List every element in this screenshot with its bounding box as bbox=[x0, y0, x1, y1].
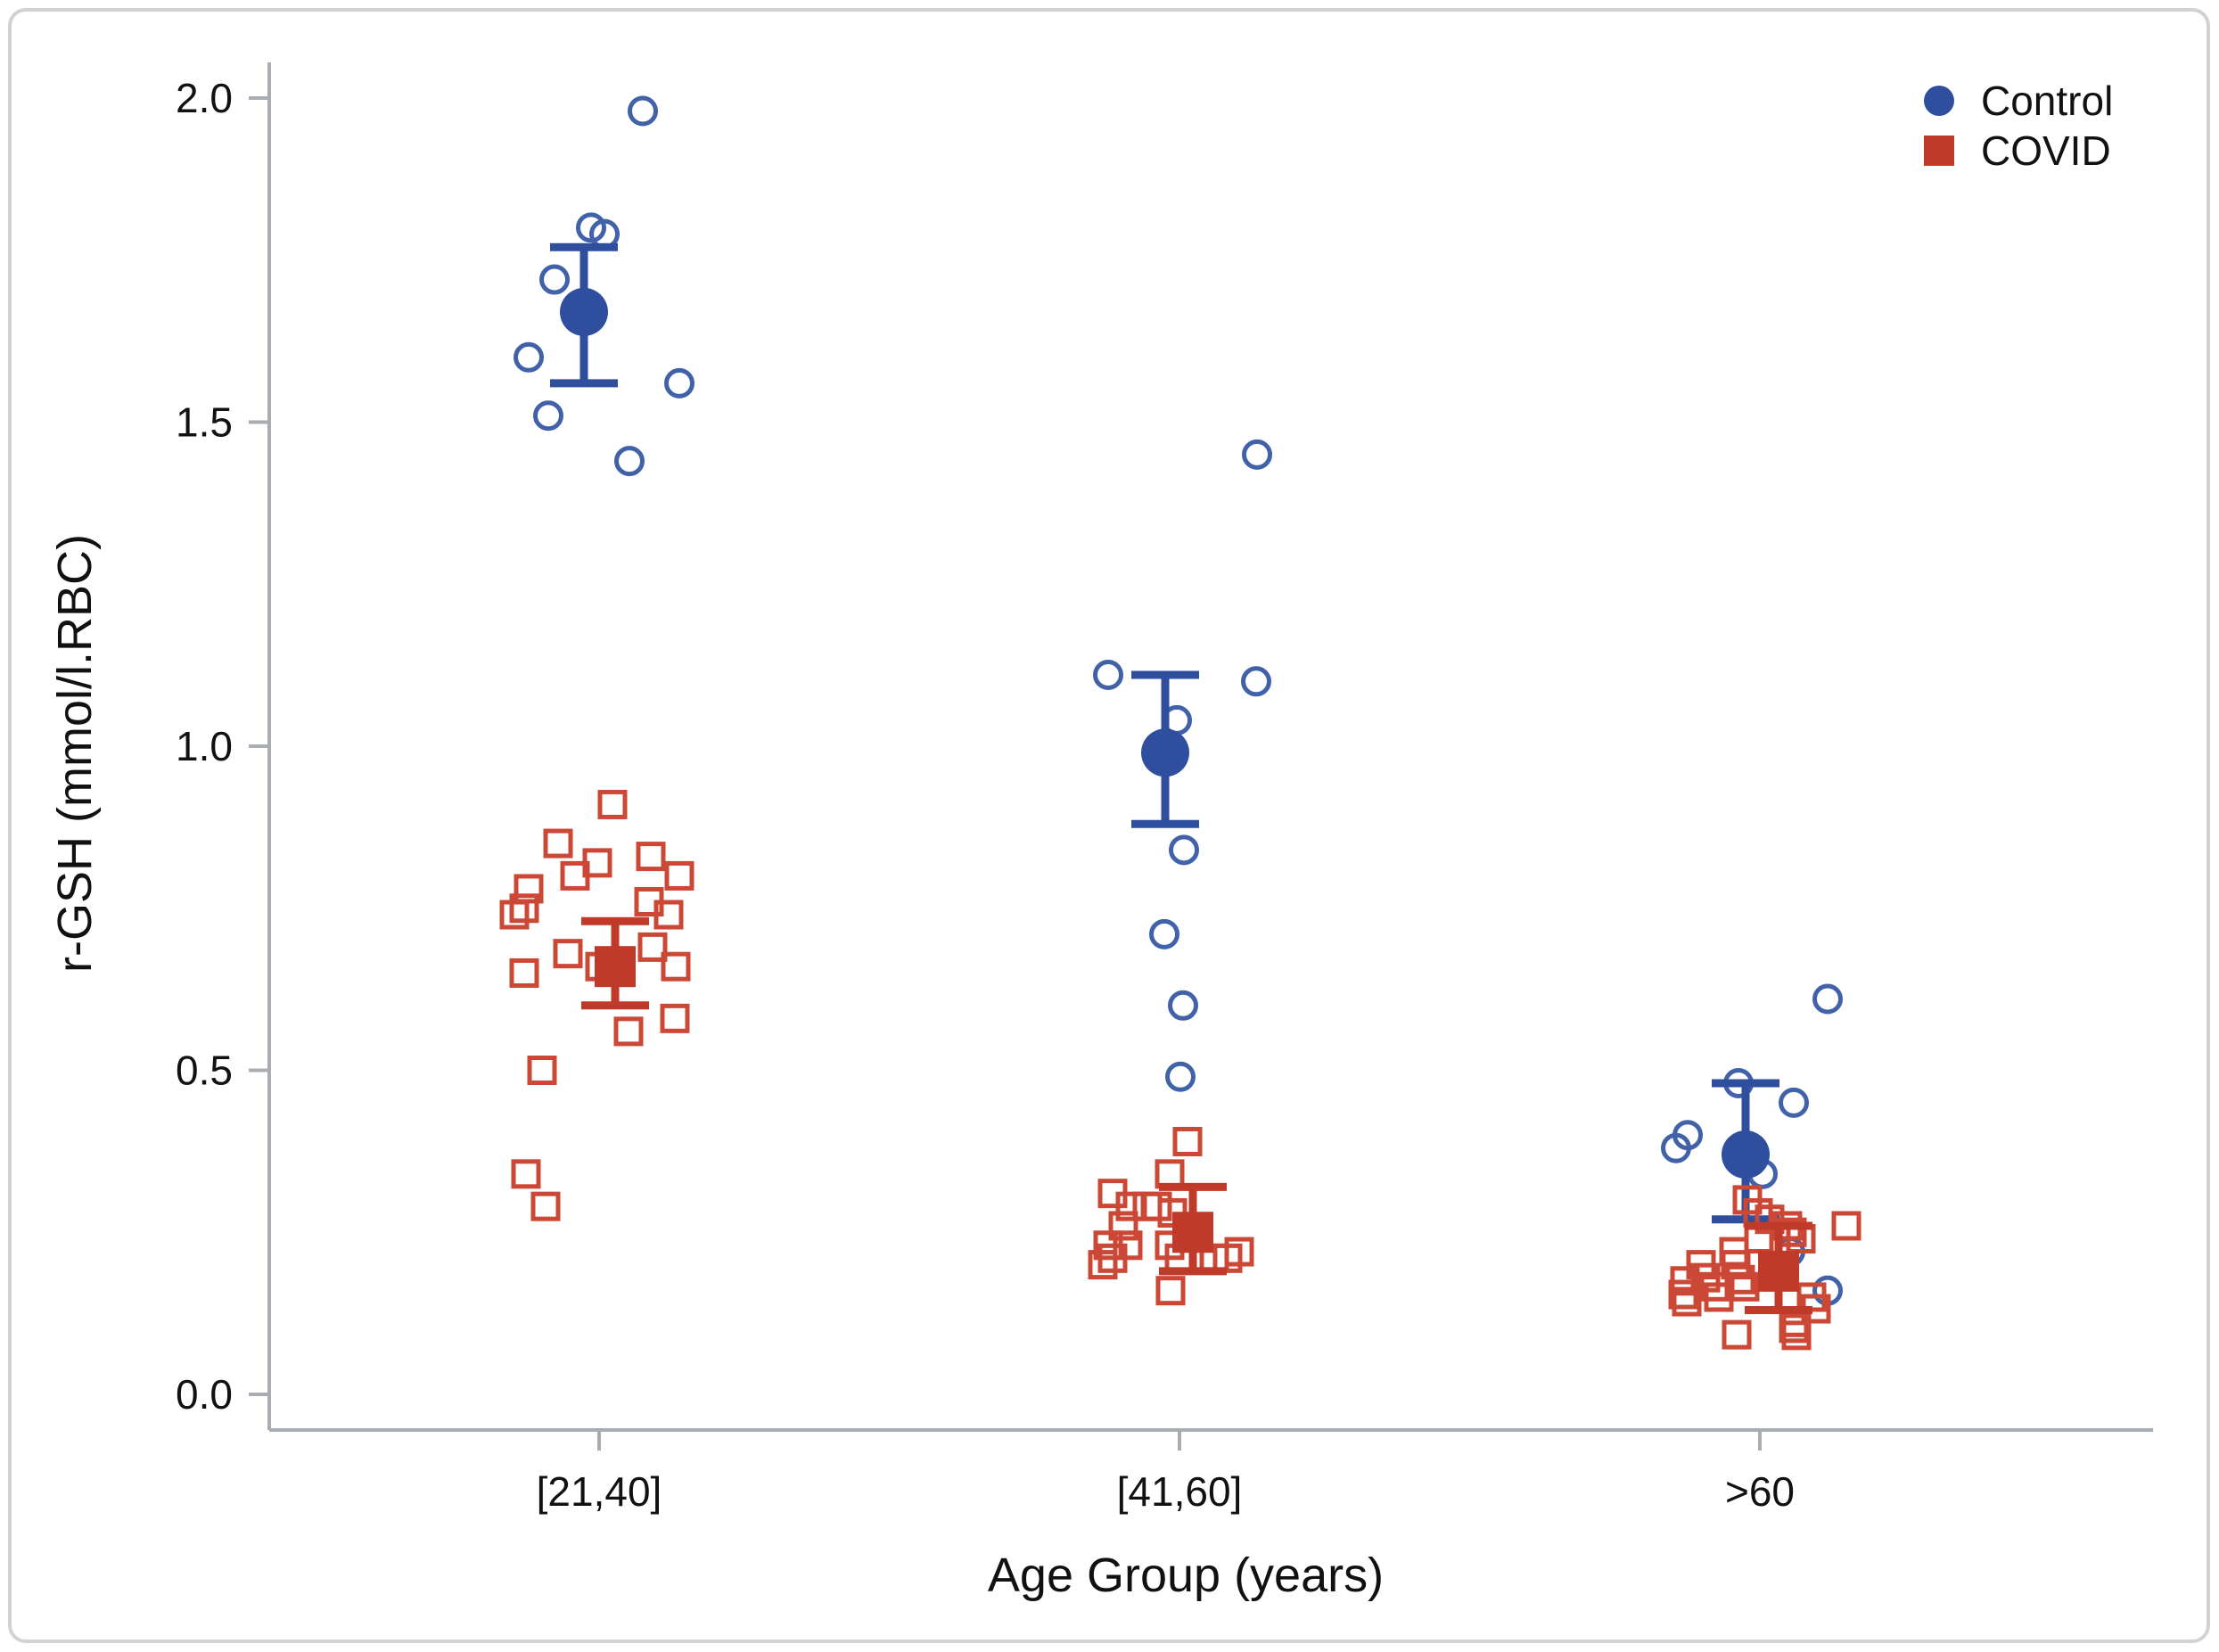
y-tick-label: 0.0 bbox=[176, 1371, 233, 1418]
control-point bbox=[628, 95, 658, 127]
covid-mean bbox=[1172, 1212, 1213, 1253]
covid-point bbox=[1172, 1126, 1203, 1156]
control-point bbox=[1149, 918, 1179, 949]
covid-point bbox=[560, 860, 590, 891]
control-point bbox=[1165, 1061, 1196, 1092]
covid-point bbox=[553, 939, 583, 969]
x-axis-title: Age Group (years) bbox=[988, 1549, 1384, 1602]
x-tick-label: [41,60] bbox=[1117, 1468, 1243, 1515]
covid-point bbox=[1781, 1320, 1812, 1351]
covid-point bbox=[1224, 1237, 1254, 1267]
covid-point bbox=[660, 1003, 690, 1033]
covid-point bbox=[530, 1191, 561, 1221]
covid-point bbox=[499, 900, 530, 930]
y-axis-title: r-GSH (mmol/l.RBC) bbox=[48, 534, 102, 973]
covid-point bbox=[527, 1056, 557, 1085]
control-point bbox=[664, 367, 694, 399]
covid-point bbox=[664, 860, 694, 891]
covid-point bbox=[509, 958, 539, 988]
data-points bbox=[499, 95, 1861, 1351]
control-point bbox=[533, 400, 563, 431]
legend-covid-icon bbox=[1924, 136, 1954, 166]
control-point bbox=[1241, 666, 1271, 697]
covid-point bbox=[613, 1016, 644, 1047]
covid-point bbox=[1722, 1319, 1752, 1350]
legend-control-icon bbox=[1924, 86, 1954, 116]
control-point bbox=[1242, 439, 1272, 470]
covid-point bbox=[1672, 1286, 1702, 1317]
covid-point bbox=[1704, 1282, 1734, 1312]
covid-point bbox=[511, 1159, 541, 1189]
control-point bbox=[1093, 660, 1123, 691]
control-mean bbox=[1722, 1130, 1770, 1179]
control-point bbox=[1168, 990, 1198, 1021]
control-point bbox=[1661, 1132, 1691, 1163]
covid-point bbox=[653, 900, 684, 930]
control-point bbox=[514, 341, 544, 373]
legend-control-label: Control bbox=[1981, 78, 2113, 124]
x-tick-label: [21,40] bbox=[537, 1468, 662, 1515]
y-tick-label: 1.5 bbox=[176, 399, 233, 446]
figure-border bbox=[8, 8, 2210, 1643]
control-point bbox=[1812, 983, 1843, 1015]
covid-point bbox=[1155, 1276, 1186, 1306]
covid-point bbox=[637, 932, 668, 962]
control-point bbox=[1779, 1087, 1809, 1118]
control-point bbox=[539, 264, 570, 295]
y-tick-label: 2.0 bbox=[176, 75, 233, 121]
control-mean bbox=[1141, 728, 1189, 777]
covid-point bbox=[1097, 1243, 1128, 1273]
control-mean bbox=[560, 287, 608, 336]
x-tick-label: >60 bbox=[1725, 1468, 1795, 1515]
axes: 0.0 0.5 1.0 1.5 2.0 [21,40] [41,60] >60 bbox=[176, 62, 2153, 1515]
covid-point bbox=[1779, 1313, 1809, 1344]
covid-point bbox=[597, 789, 628, 819]
covid-point bbox=[1142, 1191, 1172, 1221]
y-tick-label: 0.5 bbox=[176, 1048, 233, 1094]
covid-point bbox=[636, 842, 666, 872]
covid-mean bbox=[1758, 1250, 1799, 1292]
covid-point bbox=[543, 828, 573, 859]
covid-mean bbox=[595, 946, 636, 988]
legend-covid-label: COVID bbox=[1981, 127, 2111, 174]
covid-point bbox=[1668, 1279, 1698, 1310]
control-point bbox=[1169, 834, 1199, 866]
covid-point bbox=[661, 951, 691, 982]
y-tick-label: 1.0 bbox=[176, 723, 233, 769]
covid-point bbox=[1721, 1250, 1751, 1280]
control-point bbox=[614, 446, 645, 477]
covid-point bbox=[1831, 1211, 1861, 1241]
covid-point bbox=[1108, 1211, 1138, 1241]
covid-point bbox=[1088, 1250, 1118, 1280]
covid-point bbox=[509, 893, 539, 924]
